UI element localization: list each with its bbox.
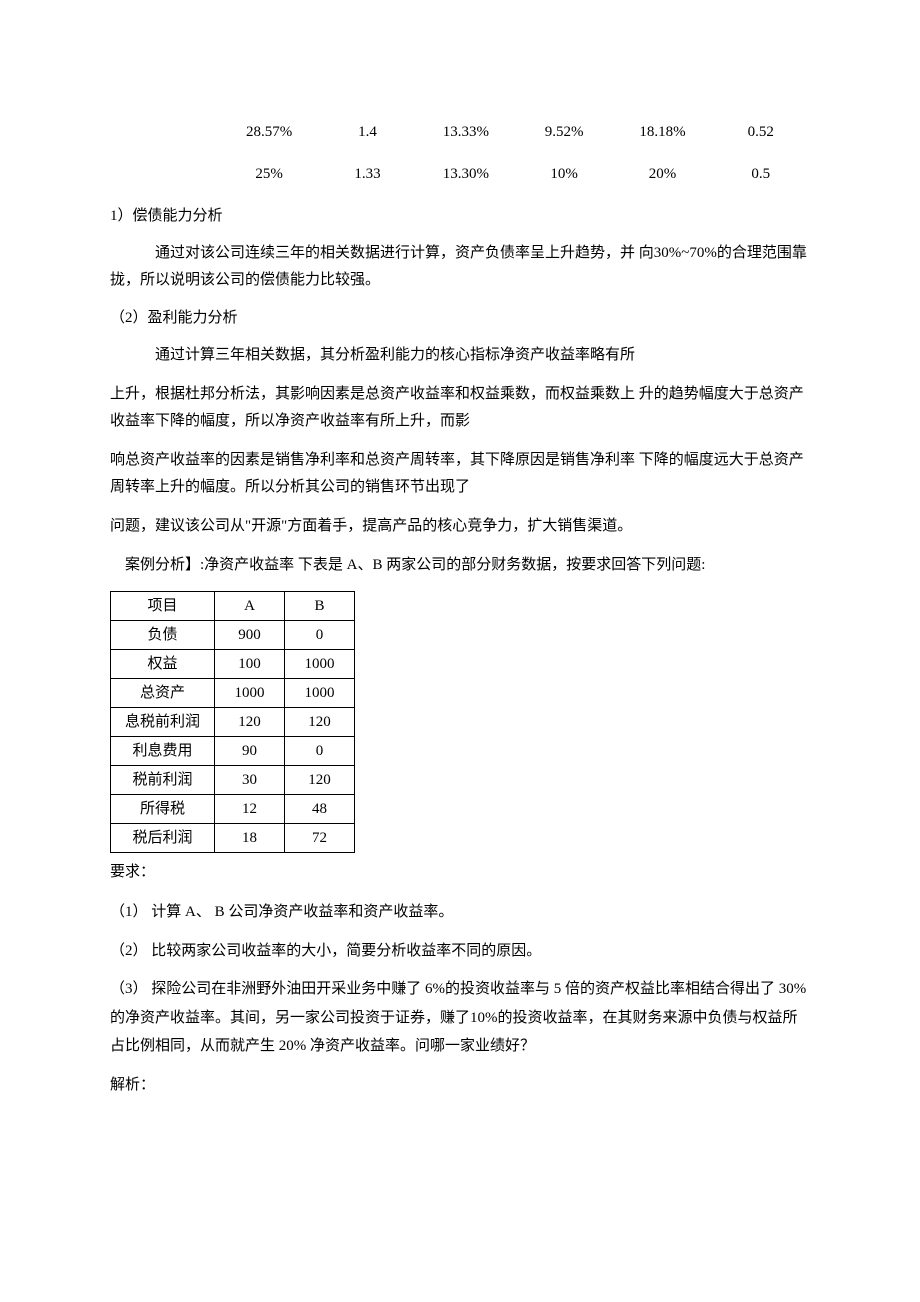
table-cell: 30	[215, 766, 285, 795]
requirements-label: 要求：	[110, 859, 810, 886]
data-cell: 1.4	[318, 120, 416, 144]
case-intro: 案例分析】:净资产收益率 下表是 A、B 两家公司的部分财务数据，按要求回答下列…	[110, 552, 810, 579]
table-cell: 1000	[285, 679, 355, 708]
table-cell: 72	[285, 824, 355, 853]
table-cell: 1000	[215, 679, 285, 708]
table-cell: 利息费用	[111, 737, 215, 766]
data-cell: 0.5	[712, 162, 810, 186]
table-cell: 90	[215, 737, 285, 766]
table-cell: 120	[285, 708, 355, 737]
question-1: （1） 计算 A、 B 公司净资产收益率和资产收益率。	[110, 898, 810, 927]
data-cell: 18.18%	[613, 120, 711, 144]
table-cell: B	[285, 592, 355, 621]
section-2-paragraph-4: 问题，建议该公司从"开源"方面着手，提高产品的核心竞争力，扩大销售渠道。	[110, 513, 810, 540]
table-cell: 负债	[111, 621, 215, 650]
table-cell: 税后利润	[111, 824, 215, 853]
data-cell: 0.52	[712, 120, 810, 144]
top-data-row-2: 25% 1.33 13.30% 10% 20% 0.5	[110, 162, 810, 186]
section-2-paragraph-2: 上升，根据杜邦分析法，其影响因素是总资产收益率和权益乘数，而权益乘数上 升的趋势…	[110, 381, 810, 435]
data-cell: 25%	[220, 162, 318, 186]
table-cell: A	[215, 592, 285, 621]
section-1-paragraph: 通过对该公司连续三年的相关数据进行计算，资产负债率呈上升趋势，并 向30%~70…	[110, 240, 810, 294]
table-row: 项目AB	[111, 592, 355, 621]
table-row: 税前利润30120	[111, 766, 355, 795]
data-cell: 9.52%	[515, 120, 613, 144]
section-2-heading: （2）盈利能力分析	[110, 306, 810, 330]
table-row: 权益1001000	[111, 650, 355, 679]
table-cell: 所得税	[111, 795, 215, 824]
table-cell: 税前利润	[111, 766, 215, 795]
table-cell: 900	[215, 621, 285, 650]
question-3: （3） 探险公司在非洲野外油田开采业务中赚了 6%的投资收益率与 5 倍的资产权…	[110, 975, 810, 1061]
data-cell: 10%	[515, 162, 613, 186]
data-cell: 28.57%	[220, 120, 318, 144]
table-cell: 息税前利润	[111, 708, 215, 737]
question-list: （1） 计算 A、 B 公司净资产收益率和资产收益率。 （2） 比较两家公司收益…	[110, 898, 810, 1099]
section-1-heading: 1）偿债能力分析	[110, 204, 810, 228]
table-cell: 120	[285, 766, 355, 795]
question-2: （2） 比较两家公司收益率的大小，简要分析收益率不同的原因。	[110, 937, 810, 966]
table-row: 税后利润1872	[111, 824, 355, 853]
table-row: 利息费用900	[111, 737, 355, 766]
table-cell: 12	[215, 795, 285, 824]
answer-label: 解析：	[110, 1071, 810, 1100]
section-2-paragraph-1: 通过计算三年相关数据，其分析盈利能力的核心指标净资产收益率略有所	[110, 342, 810, 369]
table-cell: 权益	[111, 650, 215, 679]
data-cell: 13.33%	[417, 120, 515, 144]
data-cell: 1.33	[318, 162, 416, 186]
table-cell: 总资产	[111, 679, 215, 708]
table-row: 总资产10001000	[111, 679, 355, 708]
table-cell: 48	[285, 795, 355, 824]
table-cell: 1000	[285, 650, 355, 679]
table-row: 息税前利润120120	[111, 708, 355, 737]
table-cell: 0	[285, 621, 355, 650]
data-cell: 20%	[613, 162, 711, 186]
table-cell: 18	[215, 824, 285, 853]
table-cell: 120	[215, 708, 285, 737]
table-cell: 100	[215, 650, 285, 679]
financial-table: 项目AB负债9000权益1001000总资产10001000息税前利润12012…	[110, 591, 355, 853]
table-cell: 项目	[111, 592, 215, 621]
table-cell: 0	[285, 737, 355, 766]
top-data-row-1: 28.57% 1.4 13.33% 9.52% 18.18% 0.52	[110, 120, 810, 144]
table-row: 负债9000	[111, 621, 355, 650]
data-cell: 13.30%	[417, 162, 515, 186]
section-2-paragraph-3: 响总资产收益率的因素是销售净利率和总资产周转率，其下降原因是销售净利率 下降的幅…	[110, 447, 810, 501]
table-row: 所得税1248	[111, 795, 355, 824]
